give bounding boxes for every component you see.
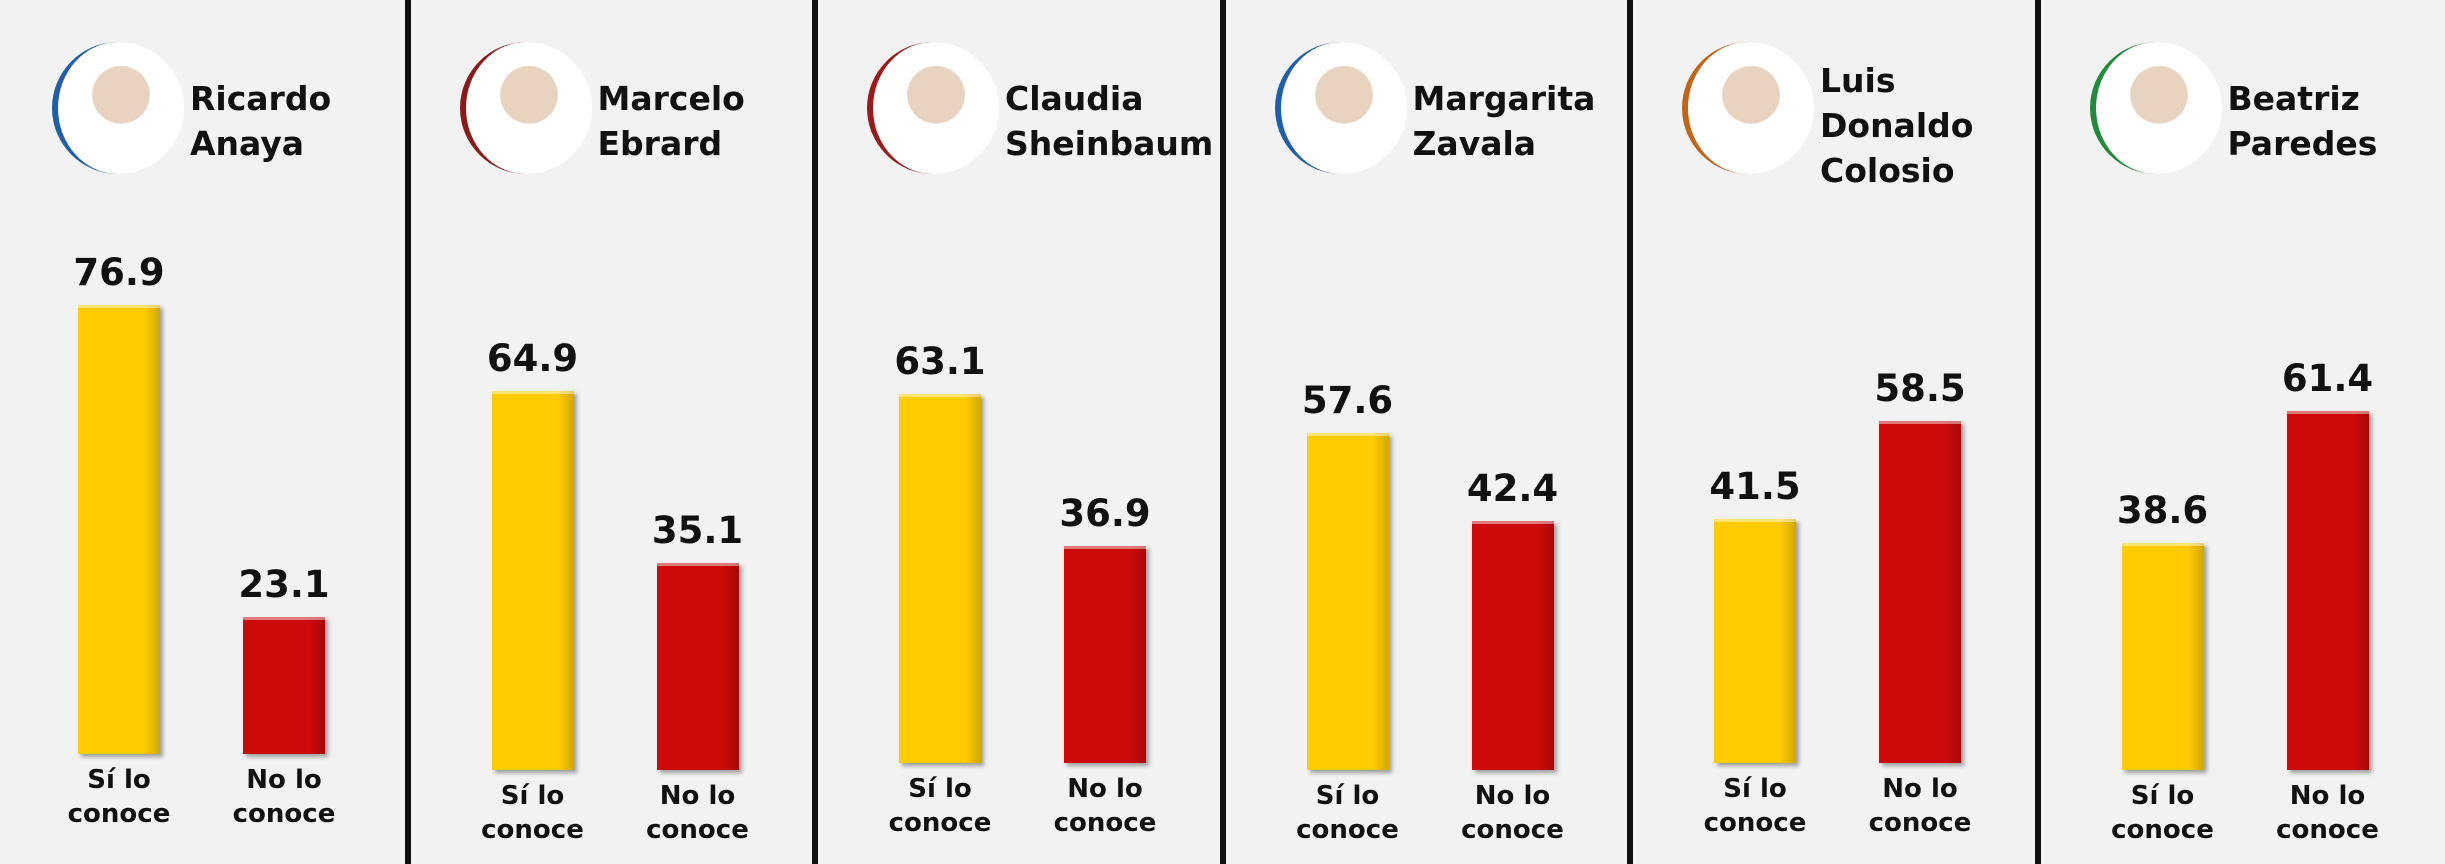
value-label: 61.4 — [2248, 357, 2408, 400]
candidate-name: Ricardo Anaya — [190, 76, 375, 166]
candidate-photo — [2090, 42, 2222, 174]
candidate-photo — [52, 42, 184, 174]
candidate-name: Luis Donaldo Colosio — [1820, 58, 2005, 193]
bar — [899, 394, 981, 763]
candidate-name: Marcelo Ebrard — [598, 76, 783, 166]
value-label: 57.6 — [1268, 379, 1428, 422]
candidate-photo — [1275, 42, 1407, 174]
bar — [2287, 411, 2369, 770]
chart-grid: Ricardo Anaya 76.9 Sí lo conoce 23.1 No lo c… — [0, 0, 2445, 864]
value-label: 63.1 — [860, 340, 1020, 383]
bar — [1064, 546, 1146, 763]
value-label: 36.9 — [1025, 492, 1185, 535]
value-label: 41.5 — [1675, 465, 1835, 508]
category-label: Sí lo conoce — [1690, 772, 1820, 840]
value-label: 42.4 — [1433, 467, 1593, 510]
candidate-photo — [1682, 42, 1814, 174]
category-label: No lo conoce — [1448, 779, 1578, 847]
category-label: Sí lo conoce — [1283, 779, 1413, 847]
category-label: No lo conoce — [219, 763, 349, 831]
divider — [405, 0, 411, 864]
bar — [1472, 521, 1554, 770]
value-label: 58.5 — [1840, 367, 2000, 410]
candidate-name: Margarita Zavala — [1413, 76, 1598, 166]
bar — [657, 563, 739, 770]
candidate-photo — [867, 42, 999, 174]
category-label: No lo conoce — [1855, 772, 1985, 840]
value-label: 35.1 — [618, 509, 778, 552]
bar — [2122, 543, 2204, 770]
category-label: No lo conoce — [2263, 779, 2393, 847]
bar — [1714, 519, 1796, 763]
value-label: 38.6 — [2083, 489, 2243, 532]
candidate-photo — [460, 42, 592, 174]
value-label: 23.1 — [204, 563, 364, 606]
bar — [1879, 421, 1961, 763]
category-label: Sí lo conoce — [54, 763, 184, 831]
bar — [243, 617, 325, 754]
bar — [1307, 433, 1389, 770]
category-label: No lo conoce — [633, 779, 763, 847]
divider — [1220, 0, 1226, 864]
candidate-name: Claudia Sheinbaum — [1005, 76, 1190, 166]
category-label: Sí lo conoce — [2098, 779, 2228, 847]
value-label: 76.9 — [39, 251, 199, 294]
category-label: No lo conoce — [1040, 772, 1170, 840]
divider — [812, 0, 818, 864]
divider — [2035, 0, 2041, 864]
bar — [492, 391, 574, 770]
bar — [78, 305, 160, 754]
divider — [1627, 0, 1633, 864]
candidate-name: Beatriz Paredes — [2228, 76, 2413, 166]
category-label: Sí lo conoce — [875, 772, 1005, 840]
value-label: 64.9 — [453, 337, 613, 380]
category-label: Sí lo conoce — [468, 779, 598, 847]
